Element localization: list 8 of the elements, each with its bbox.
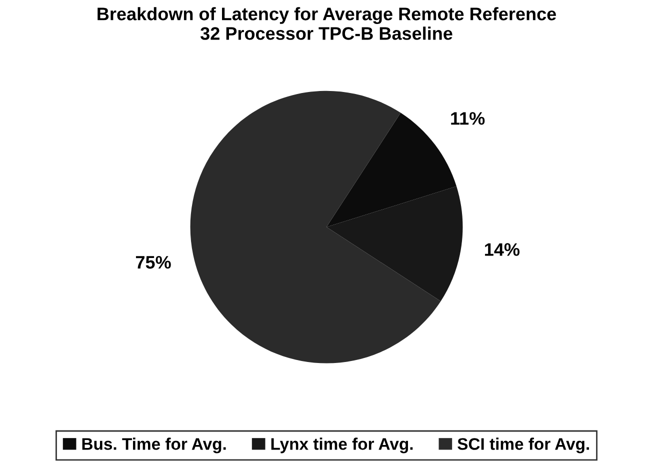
legend-label: SCI time for Avg. <box>458 438 589 454</box>
data-label: 14% <box>485 243 520 256</box>
legend-label: Bus. Time for Avg. <box>82 438 226 454</box>
legend-label: Lynx time for Avg. <box>271 438 413 454</box>
data-label: 75% <box>136 256 171 269</box>
chart-title: Breakdown of Latency for Average Remote Reference 32 Processor TPC-B Baseline <box>98 7 556 40</box>
pie-slice <box>190 90 441 364</box>
data-label: 11% <box>451 112 485 125</box>
